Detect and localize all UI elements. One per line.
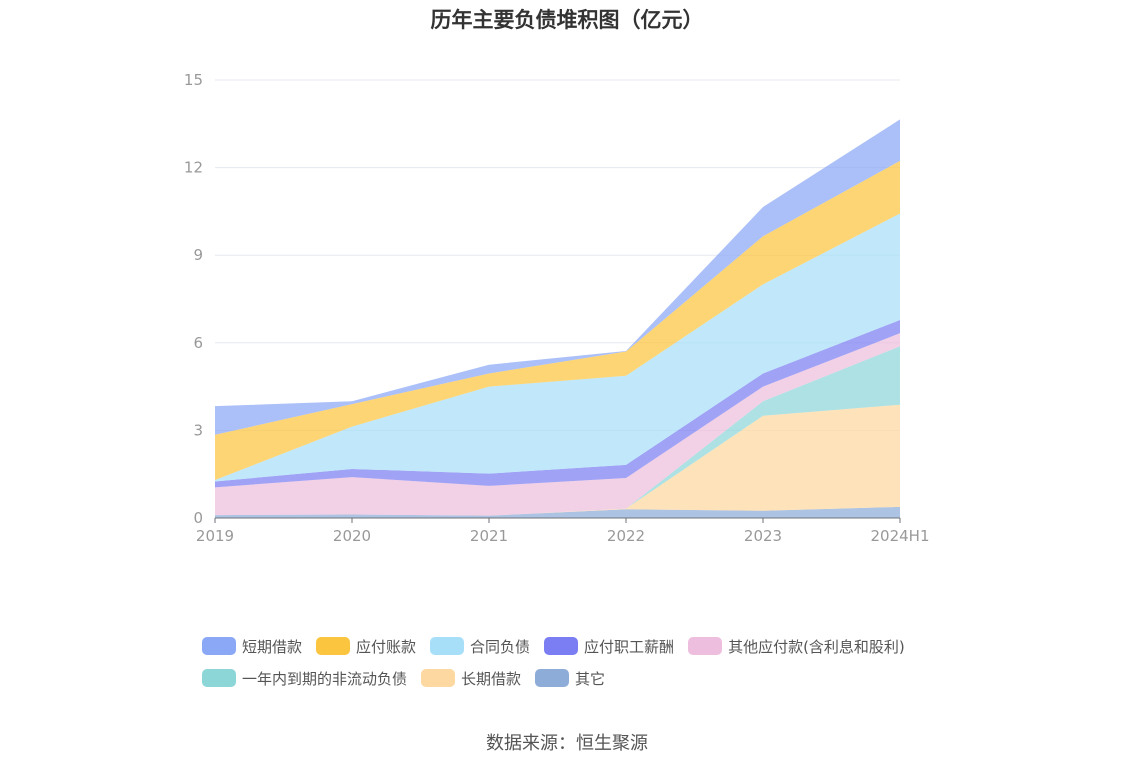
legend-swatch bbox=[421, 669, 456, 687]
legend-label: 一年内到期的非流动负债 bbox=[242, 669, 408, 688]
legend-label: 其他应付款(含利息和股利) bbox=[728, 637, 905, 656]
x-tick-label: 2019 bbox=[196, 527, 234, 545]
x-tick-label: 2023 bbox=[744, 527, 782, 545]
area-series-长期借款 bbox=[215, 404, 900, 516]
area-series-layer bbox=[215, 119, 900, 518]
legend-label: 短期借款 bbox=[242, 637, 303, 656]
legend-item-短期借款[interactable]: 短期借款 bbox=[202, 636, 302, 657]
legend-swatch bbox=[544, 637, 579, 655]
area-series-合同负债 bbox=[215, 213, 900, 482]
y-tick-label: 0 bbox=[193, 509, 203, 527]
x-tick-label: 2024H1 bbox=[871, 527, 930, 545]
y-tick-label: 12 bbox=[184, 159, 203, 177]
legend-item-其他应付款-含利息和股利-[interactable]: 其他应付款(含利息和股利) bbox=[688, 636, 905, 657]
legend-swatch bbox=[688, 637, 723, 655]
x-tick-label: 2021 bbox=[470, 527, 508, 545]
legend-item-一年内到期的非流动负债[interactable]: 一年内到期的非流动负债 bbox=[202, 668, 407, 689]
area-series-应付账款 bbox=[215, 160, 900, 481]
legend-item-长期借款[interactable]: 长期借款 bbox=[421, 668, 521, 689]
legend-swatch bbox=[316, 637, 351, 655]
legend-label: 应付账款 bbox=[356, 637, 417, 656]
legend-label: 长期借款 bbox=[461, 669, 522, 688]
x-tick-label: 2020 bbox=[333, 527, 371, 545]
y-tick-label: 3 bbox=[193, 421, 203, 439]
legend-item-合同负债[interactable]: 合同负债 bbox=[430, 636, 530, 657]
legend-swatch bbox=[430, 637, 465, 655]
x-tick-label: 2022 bbox=[607, 527, 645, 545]
legend-swatch bbox=[535, 669, 570, 687]
chart-title: 历年主要负债堆积图（亿元） bbox=[430, 8, 704, 32]
legend-item-其它[interactable]: 其它 bbox=[535, 668, 605, 689]
legend-label: 其它 bbox=[575, 669, 606, 688]
y-tick-label: 15 bbox=[184, 71, 203, 89]
legend-swatch bbox=[202, 669, 236, 687]
legend-swatch bbox=[202, 637, 236, 655]
y-tick-label: 9 bbox=[193, 246, 203, 264]
axes: 2019 2020 2021 2022 2023 2024H1 bbox=[196, 517, 930, 545]
stacked-area-chart: 0 3 6 9 12 15 2019 2020 2021 2022 2023 2024H1 bbox=[184, 71, 930, 545]
area-series-其它 bbox=[215, 506, 900, 518]
y-tick-label: 6 bbox=[193, 334, 203, 352]
legend-label: 应付职工薪酬 bbox=[584, 637, 675, 656]
legend-row: 短期借款 应付账款 合同负债 应付职工薪酬 其他应付款(含利息和股利) bbox=[202, 630, 962, 662]
data-source: 数据来源：恒生聚源 bbox=[486, 733, 648, 754]
legend-item-应付账款[interactable]: 应付账款 bbox=[316, 636, 416, 657]
legend-label: 合同负债 bbox=[470, 637, 531, 656]
area-series-其他应付款-含利息和股利- bbox=[215, 333, 900, 516]
legend: 短期借款 应付账款 合同负债 应付职工薪酬 其他应付款(含利息和股利) 一年内到期的非流… bbox=[202, 630, 962, 694]
legend-item-应付职工薪酬[interactable]: 应付职工薪酬 bbox=[544, 636, 674, 657]
legend-row: 一年内到期的非流动负债 长期借款 其它 bbox=[202, 662, 962, 694]
